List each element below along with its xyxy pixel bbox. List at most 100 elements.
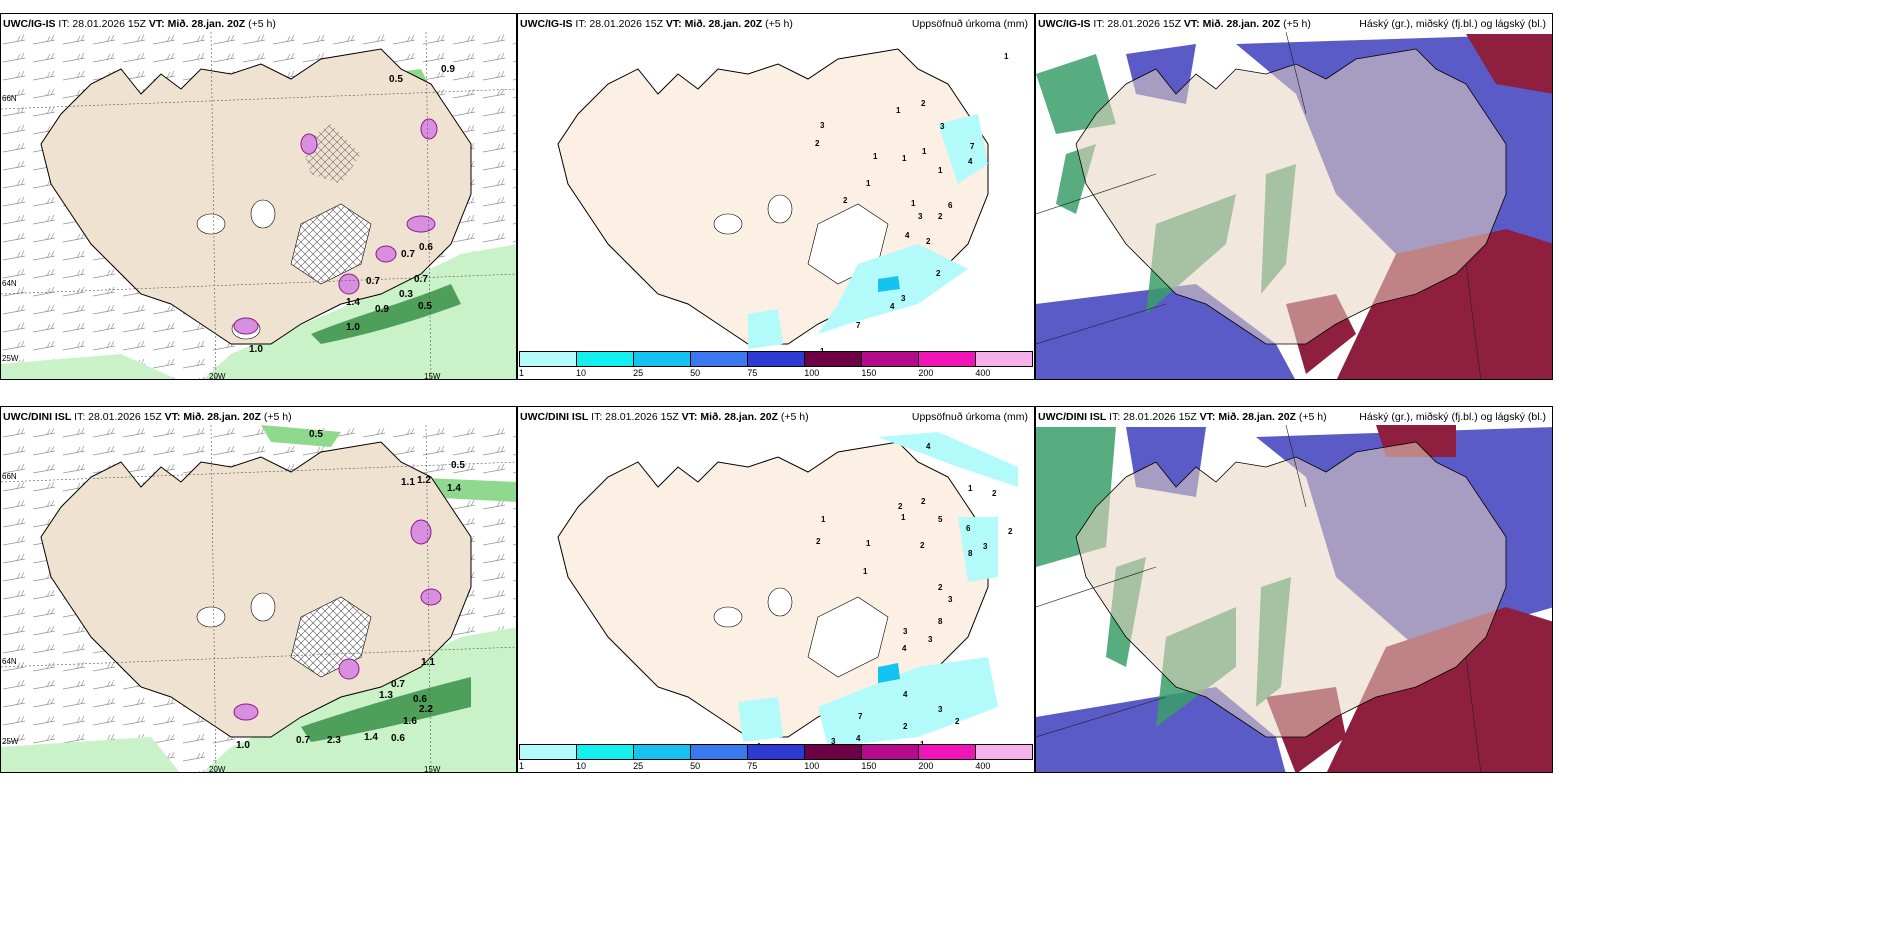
wind-value-label: 1.4 — [447, 483, 461, 494]
iceland-outline — [1075, 441, 1507, 738]
wind-value-label: 0.7 — [366, 276, 380, 287]
panel-header: UWC/IG-IS IT: 28.01.2026 15Z VT: Mið. 28… — [3, 18, 512, 32]
init-time: IT: 28.01.2026 15Z — [58, 18, 146, 30]
precip-legend: 1 10 25 50 75 100 150 200 400 — [518, 351, 1034, 379]
legend-swatch — [976, 745, 1032, 759]
precip-value-label: 1 — [911, 199, 916, 208]
lon-label-25: 25W — [2, 354, 19, 363]
wind-value-label: 1.3 — [379, 690, 393, 701]
legend-tick: 100 — [804, 761, 820, 771]
legend-colorbar — [519, 351, 1033, 367]
panel-clouds-top: UWC/IG-IS IT: 28.01.2026 15Z VT: Mið. 28… — [1035, 13, 1553, 380]
wind-value-label: 0.5 — [389, 74, 403, 85]
precip-value-label: 3 — [903, 627, 908, 636]
iceland-outline — [1075, 48, 1507, 345]
iceland-land — [40, 441, 472, 738]
precip-value-label: 4 — [890, 302, 895, 311]
lead-time: (+5 h) — [1283, 18, 1311, 30]
precip-value-label: 1 — [902, 154, 907, 163]
wind-map — [1, 31, 516, 379]
precip-value-label: 2 — [992, 489, 997, 498]
precip-shading — [748, 114, 988, 349]
model-name: UWC/IG-IS — [1038, 18, 1091, 30]
precip-value-label: 1 — [866, 539, 871, 548]
lat-label-64: 64N — [2, 657, 17, 666]
panel-precip-bottom: UWC/DINI ISL IT: 28.01.2026 15Z VT: Mið.… — [517, 406, 1035, 773]
wind-value-label: 0.7 — [296, 735, 310, 746]
precip-value-label: 3 — [940, 122, 945, 131]
init-time: IT: 28.01.2026 15Z — [1109, 411, 1197, 423]
legend-tick: 200 — [918, 761, 934, 771]
precip-value-label: 2 — [816, 537, 821, 546]
legend-swatch — [805, 745, 862, 759]
wind-value-label: 0.7 — [414, 274, 428, 285]
panel-header: UWC/IG-IS IT: 28.01.2026 15Z VT: Mið. 28… — [520, 18, 1030, 32]
precip-value-label: 6 — [948, 201, 953, 210]
precip-value-label: 3 — [901, 294, 906, 303]
panel-header: UWC/DINI ISL IT: 28.01.2026 15Z VT: Mið.… — [3, 411, 512, 425]
magenta-cells — [233, 118, 438, 335]
precip-value-label: 1 — [901, 513, 906, 522]
model-name: UWC/DINI ISL — [520, 411, 589, 423]
precip-value-label: 3 — [948, 595, 953, 604]
precip-value-label: 1 — [968, 484, 973, 493]
init-time: IT: 28.01.2026 15Z — [575, 18, 663, 30]
panel-clouds-bottom: UWC/DINI ISL IT: 28.01.2026 15Z VT: Mið.… — [1035, 406, 1553, 773]
precip-value-label: 2 — [898, 502, 903, 511]
legend-swatch — [520, 352, 577, 366]
wind-value-label: 2.2 — [419, 704, 433, 715]
legend-swatch — [634, 745, 691, 759]
legend-swatch — [919, 745, 976, 759]
lead-time: (+5 h) — [780, 411, 809, 423]
valid-time: VT: Mið. 28.jan. 20Z — [665, 18, 763, 30]
lead-time: (+5 h) — [765, 18, 793, 30]
valid-time: VT: Mið. 28.jan. 20Z — [148, 18, 246, 30]
precip-value-label: 7 — [970, 142, 975, 151]
precip-value-label: 1 — [938, 166, 943, 175]
precip-value-label: 1 — [873, 152, 878, 161]
legend-swatch — [862, 352, 919, 366]
wind-value-label: 1.2 — [417, 475, 431, 486]
legend-swatch — [919, 352, 976, 366]
legend-swatch — [748, 352, 805, 366]
wind-value-label: 2.3 — [327, 735, 341, 746]
model-name: UWC/DINI ISL — [1038, 411, 1107, 423]
valid-time: VT: Mið. 28.jan. 20Z — [681, 411, 778, 423]
wind-value-label: 1.0 — [249, 344, 263, 355]
legend-swatch — [976, 352, 1032, 366]
lat-label-66: 66N — [2, 94, 17, 103]
legend-swatch — [520, 745, 577, 759]
legend-tick: 200 — [918, 368, 934, 378]
legend-swatch — [748, 745, 805, 759]
legend-colorbar — [519, 744, 1033, 760]
magenta-cells — [233, 519, 442, 721]
wind-value-label: 1.6 — [403, 716, 417, 727]
init-time: IT: 28.01.2026 15Z — [74, 411, 162, 423]
legend-ticks: 1 10 25 50 75 100 150 200 400 — [519, 760, 1033, 772]
wind-value-label: 1.4 — [346, 297, 360, 308]
wind-value-label: 0.6 — [413, 694, 427, 705]
legend-tick: 100 — [804, 368, 820, 378]
precip-value-label: 4 — [926, 442, 931, 451]
precip-value-label: 1 — [1004, 52, 1009, 61]
wind-value-label: 1.1 — [401, 477, 415, 488]
legend-tick: 1 — [519, 761, 525, 771]
wind-value-label: 0.7 — [391, 679, 405, 690]
wind-value-label: 0.3 — [399, 289, 413, 300]
wind-value-label: 0.5 — [418, 301, 432, 312]
lon-label-25: 25W — [2, 737, 19, 746]
legend-tick: 10 — [576, 761, 587, 771]
precip-value-label: 2 — [903, 722, 908, 731]
model-name: UWC/IG-IS — [3, 18, 56, 30]
lat-label-64: 64N — [2, 279, 17, 288]
legend-tick: 75 — [747, 368, 758, 378]
precip-value-label: 3 — [820, 121, 825, 130]
precip-value-label: 2 — [921, 497, 926, 506]
cloud-map — [1036, 31, 1552, 379]
lead-time: (+5 h) — [1298, 411, 1327, 423]
valid-time: VT: Mið. 28.jan. 20Z — [1183, 18, 1281, 30]
wind-value-label: 0.9 — [375, 304, 389, 315]
panel-header: UWC/DINI ISL IT: 28.01.2026 15Z VT: Mið.… — [1038, 411, 1548, 425]
precip-map — [557, 432, 1018, 747]
legend-tick: 75 — [747, 761, 758, 771]
